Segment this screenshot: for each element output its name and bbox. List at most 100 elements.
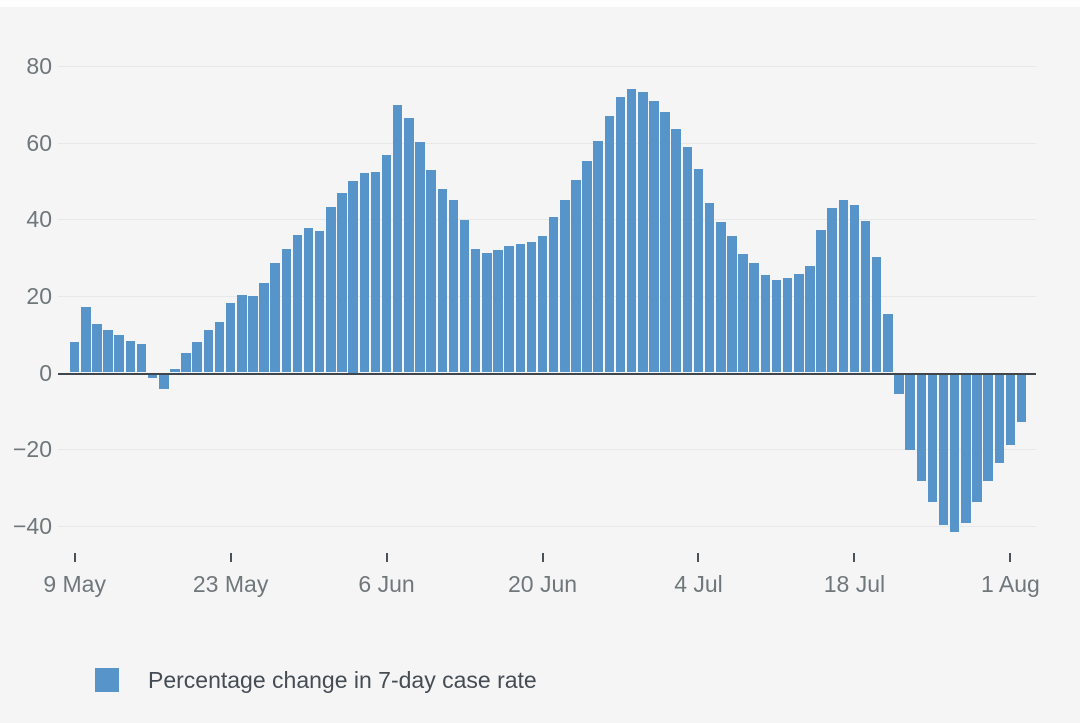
bar[interactable]: [682, 147, 693, 373]
bar[interactable]: [203, 330, 214, 373]
bar[interactable]: [693, 169, 704, 373]
gridline-y--40: [58, 525, 1036, 527]
bar[interactable]: [548, 216, 559, 373]
bar[interactable]: [838, 200, 849, 373]
bar[interactable]: [504, 245, 514, 373]
y-axis-tick-label: 80: [26, 53, 52, 80]
bar[interactable]: [1016, 374, 1027, 422]
bar[interactable]: [237, 294, 247, 373]
bar[interactable]: [916, 374, 927, 482]
x-axis-tick-label: 6 Jun: [358, 571, 415, 597]
bar[interactable]: [660, 112, 670, 373]
bar[interactable]: [103, 329, 113, 373]
bar[interactable]: [136, 343, 147, 373]
bar[interactable]: [281, 248, 292, 373]
bar[interactable]: [270, 262, 280, 373]
bar[interactable]: [493, 250, 503, 373]
bar[interactable]: [949, 374, 960, 532]
bar[interactable]: [961, 374, 971, 523]
bar[interactable]: [470, 249, 481, 373]
gridline-y-40: [58, 219, 1036, 221]
bar[interactable]: [303, 228, 314, 373]
x-axis-tick-label: 20 Jun: [507, 571, 578, 597]
bar[interactable]: [927, 374, 938, 502]
bar[interactable]: [459, 219, 470, 373]
bar[interactable]: [827, 207, 837, 373]
bar[interactable]: [905, 374, 915, 450]
gridline-y-60: [58, 142, 1036, 144]
bar[interactable]: [526, 241, 537, 373]
bar[interactable]: [92, 324, 102, 373]
bar[interactable]: [816, 230, 826, 373]
zero-axis-line: [58, 372, 1036, 375]
bar[interactable]: [125, 340, 136, 373]
bar[interactable]: [69, 341, 80, 373]
bar[interactable]: [448, 199, 459, 373]
bar[interactable]: [805, 266, 815, 373]
bar[interactable]: [181, 353, 191, 373]
bar[interactable]: [782, 278, 793, 373]
x-axis-tickmark: [541, 553, 544, 562]
bar[interactable]: [225, 303, 236, 373]
bar[interactable]: [1005, 374, 1016, 446]
bar[interactable]: [771, 280, 782, 373]
bar[interactable]: [704, 202, 715, 373]
bar[interactable]: [871, 257, 882, 373]
legend-swatch: [95, 668, 119, 692]
bar[interactable]: [348, 181, 358, 373]
bar[interactable]: [671, 129, 681, 373]
x-axis-tick-label: 1 Aug: [980, 571, 1040, 597]
bar[interactable]: [515, 243, 525, 373]
bar[interactable]: [292, 235, 303, 373]
bar[interactable]: [259, 282, 269, 373]
bar[interactable]: [326, 207, 336, 373]
bar[interactable]: [849, 204, 860, 373]
bar[interactable]: [582, 161, 592, 373]
bar[interactable]: [738, 253, 748, 373]
gridline-y-80: [58, 66, 1036, 68]
bar[interactable]: [593, 140, 603, 373]
bar[interactable]: [81, 307, 91, 373]
bar[interactable]: [938, 374, 949, 525]
bar[interactable]: [392, 104, 403, 373]
bar[interactable]: [192, 341, 202, 373]
bar[interactable]: [727, 235, 737, 373]
bar[interactable]: [894, 374, 904, 395]
bar[interactable]: [716, 221, 726, 373]
bar[interactable]: [114, 335, 124, 373]
bar[interactable]: [314, 230, 325, 373]
bar[interactable]: [404, 117, 414, 373]
bar[interactable]: [860, 220, 871, 373]
bar[interactable]: [248, 295, 258, 373]
bar[interactable]: [749, 263, 759, 373]
bar[interactable]: [983, 374, 993, 481]
bar[interactable]: [159, 374, 169, 390]
bar[interactable]: [337, 193, 347, 373]
bar[interactable]: [638, 92, 648, 373]
bar[interactable]: [615, 97, 626, 373]
bar[interactable]: [794, 273, 804, 373]
bar[interactable]: [760, 274, 771, 373]
gridline-y--20: [58, 449, 1036, 451]
bar[interactable]: [537, 236, 548, 373]
bar[interactable]: [560, 199, 570, 373]
bar[interactable]: [649, 100, 659, 373]
bar[interactable]: [883, 313, 893, 373]
bar[interactable]: [381, 155, 392, 373]
bar[interactable]: [972, 374, 982, 502]
bar[interactable]: [994, 374, 1005, 464]
bar[interactable]: [426, 170, 436, 373]
bar[interactable]: [359, 173, 370, 373]
bar[interactable]: [214, 322, 225, 373]
bar[interactable]: [626, 88, 637, 373]
bar[interactable]: [571, 179, 581, 373]
bar[interactable]: [604, 115, 615, 373]
bar[interactable]: [170, 368, 180, 373]
bar[interactable]: [370, 171, 381, 373]
bar[interactable]: [482, 253, 492, 373]
bar[interactable]: [415, 142, 425, 373]
bar[interactable]: [437, 188, 448, 373]
y-axis-tick-label: 40: [26, 206, 52, 233]
bar[interactable]: [147, 374, 158, 379]
